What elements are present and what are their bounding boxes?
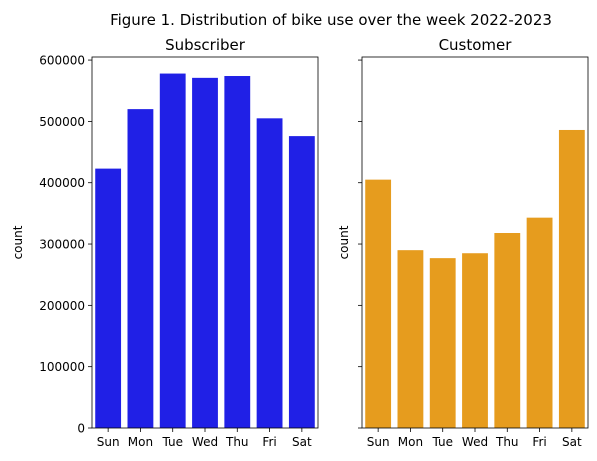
y-tick-label: 400000 bbox=[39, 176, 85, 190]
bar-thu bbox=[224, 76, 251, 428]
subplot-title: Subscriber bbox=[165, 36, 246, 54]
bar-mon bbox=[397, 250, 424, 428]
x-tick-label: Thu bbox=[225, 435, 249, 449]
x-tick-label: Fri bbox=[262, 435, 276, 449]
y-axis-label: count bbox=[11, 225, 25, 259]
x-tick-label: Wed bbox=[462, 435, 488, 449]
bar-wed bbox=[462, 253, 488, 428]
bar-thu bbox=[494, 233, 521, 428]
subplot-1: Sun Mon Tue Wed Thu Fri Sat 0 100000 200000 300000… bbox=[11, 36, 319, 449]
x-tick-label: Tue bbox=[161, 435, 183, 449]
y-tick-label: 500000 bbox=[39, 115, 85, 129]
x-tick-label: Fri bbox=[532, 435, 546, 449]
bar-wed bbox=[192, 77, 218, 428]
x-tick-label: Sat bbox=[562, 435, 582, 449]
x-tick-label: Mon bbox=[128, 435, 153, 449]
x-tick-label: Sat bbox=[292, 435, 312, 449]
x-tick-label: Thu bbox=[495, 435, 519, 449]
bar-mon bbox=[127, 109, 154, 429]
figure-title: Figure 1. Distribution of bike use over … bbox=[110, 11, 552, 29]
bar-sun bbox=[365, 179, 392, 428]
bar-sat bbox=[558, 129, 585, 428]
y-tick-label: 0 bbox=[77, 422, 85, 436]
bar-tue bbox=[159, 73, 186, 428]
x-tick-label: Tue bbox=[431, 435, 453, 449]
subplots: Sun Mon Tue Wed Thu Fri Sat 0 100000 200000 300000… bbox=[11, 36, 589, 449]
y-tick-label: 200000 bbox=[39, 299, 85, 313]
bar-fri bbox=[526, 217, 553, 428]
y-tick-label: 100000 bbox=[39, 360, 85, 374]
y-tick-label: 600000 bbox=[39, 54, 85, 68]
bar-sun bbox=[95, 168, 122, 429]
subplot-title: Customer bbox=[439, 36, 513, 54]
x-tick-label: Sun bbox=[367, 435, 390, 449]
bar-fri bbox=[256, 118, 283, 428]
subplot-2: Sun Mon Tue Wed Thu Fri Sat count Customer bbox=[337, 36, 589, 449]
x-tick-label: Mon bbox=[398, 435, 423, 449]
bar-sat bbox=[288, 136, 315, 429]
bar-tue bbox=[429, 258, 456, 428]
x-tick-label: Sun bbox=[97, 435, 120, 449]
y-tick-label: 300000 bbox=[39, 238, 85, 252]
y-axis-label: count bbox=[337, 225, 351, 259]
x-tick-label: Wed bbox=[192, 435, 218, 449]
